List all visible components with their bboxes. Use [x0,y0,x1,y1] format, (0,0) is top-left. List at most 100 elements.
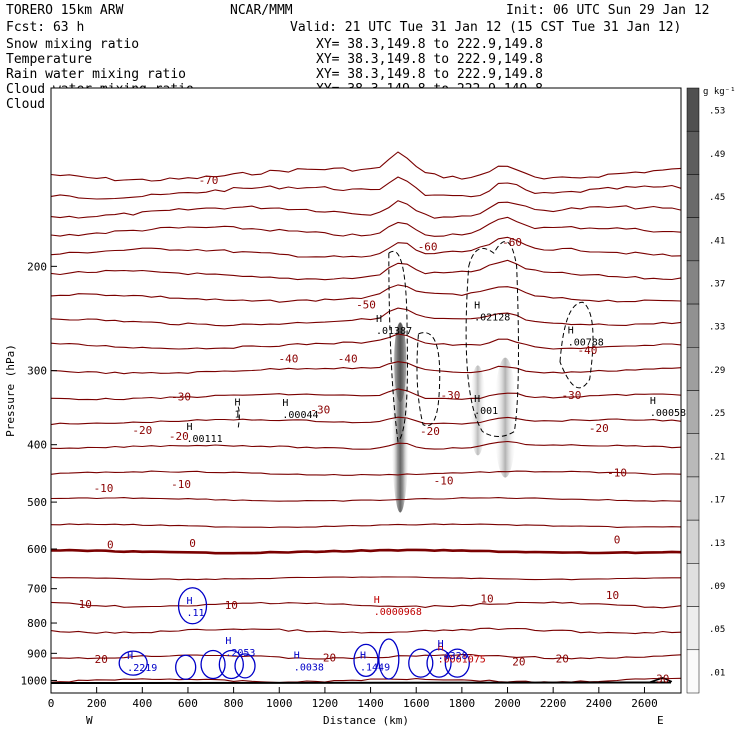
extremum-value: 1 [234,409,240,420]
y-tick-label: 200 [27,260,47,273]
cloud-water-contour [444,648,470,678]
x-tick-label: 2200 [540,697,567,710]
isotherm-line [50,601,682,609]
ice-contour [559,301,594,389]
extremum-value: .001 [474,406,498,417]
extremum-h-marker: H [187,596,193,607]
temperature-label: 10 [225,599,238,612]
temperature-label: 10 [606,589,619,602]
extremum-h-marker: H [376,314,382,325]
temperature-label: -40 [278,352,298,365]
isotherm-line [50,440,682,450]
cloud-water-contour [175,654,197,680]
colorbar-label: .41 [709,236,725,246]
extremum-value: .0001075 [438,655,486,666]
extremum-value: .00111 [187,434,223,445]
temperature-label: -60 [418,240,438,253]
extremum-value: .02128 [474,313,510,324]
isotherm-line [50,548,682,555]
ice-contour [237,406,240,429]
colorbar-label: .53 [709,107,725,117]
extremum-value: .1449 [360,663,390,674]
extremum-value: .00788 [568,338,604,349]
temperature-label: 0 [614,533,621,546]
extremum-value: .0038 [294,663,324,674]
extremum-h-marker: H [650,396,656,407]
temperature-label: -10 [94,482,114,495]
contour-labels: -70 -60 -60 -50 -40 -40 -40 -30 -30 -30 -30 -20 -20 -… [79,174,686,686]
isotherm-line [50,176,682,200]
org-label: NCAR/MMM [230,3,293,18]
colorbar-segment [686,519,700,564]
temperature-label: -30 [310,404,330,417]
isotherm-line [50,307,682,327]
extremum-value: .2053 [225,648,255,659]
temperature-label: -20 [132,424,152,437]
temperature-label: 20 [556,652,569,665]
surface-line [50,681,672,685]
x-tick-label: 1200 [312,697,339,710]
x-tick-label: 2000 [494,697,521,710]
forecast-hour: Fcst: 63 h [6,20,84,35]
isotherm-line [50,200,682,219]
y-tick-label: 700 [27,583,47,596]
legend-entry-name: Temperature [6,52,92,67]
y-tick-label: 600 [27,543,47,556]
isotherm-line [50,259,682,281]
y-tick-label: 300 [27,365,47,378]
extremum-value: .2219 [127,663,157,674]
extremum-h-marker: H [568,326,574,337]
temperature-contours [50,151,682,685]
extremum-h-marker: H [294,651,300,662]
cloud-water-contour [118,650,148,676]
colorbar: .53 .49 .45 .41 .37 .33 .29 .25 .21 .17 .13 .09 .05.… [686,87,736,694]
legend-entry-name: Rain water mixing ratio [6,67,186,82]
colorbar-label: .17 [709,496,725,506]
extremum-h-marker: H [282,398,288,409]
colorbar-label: .09 [709,582,725,592]
colorbar-segment [686,390,700,434]
isotherm-line [50,284,682,303]
cloud-water-contours [118,587,470,680]
temperature-label: -10 [607,467,627,480]
temperature-label: -30 [171,391,191,404]
valid-time: Valid: 21 UTC Tue 31 Jan 12 (15 CST Tue … [290,20,681,35]
x-axis-title: Distance (km) [323,714,409,727]
extremum-value: .4328 [438,651,468,662]
colorbar-label: .33 [709,323,725,333]
legend-entry-xy: XY= 38.3,149.8 to 222.9,149.8 [316,37,543,52]
isotherm-line [50,333,682,350]
colorbar-label: .29 [709,366,725,376]
extremum-value: .00044 [282,410,318,421]
x-tick-label: 1600 [403,697,430,710]
extremum-value: .00058 [650,408,686,419]
snow-plume-2 [469,365,486,456]
isotherm-line [50,236,682,258]
colorbar-segment [686,347,700,391]
temperature-label: -40 [338,352,358,365]
temperature-label: -20 [420,425,440,438]
extremum-h-marker: H [360,651,366,662]
y-tick-label: 800 [27,617,47,630]
ice-contour [465,241,519,437]
colorbar-segment [686,433,700,478]
x-tick-label: 400 [132,697,152,710]
colorbar-segment [686,476,700,521]
terrain-bump [648,677,673,684]
extremum-value: .0000968 [374,607,422,618]
colorbar-segment [686,563,700,607]
isotherm-line [50,416,682,426]
x-tick-label: 1000 [266,697,293,710]
temperature-label: 20 [323,652,336,665]
plot-frame [50,87,682,694]
y-tick-label: 1000 [21,674,48,687]
cloud-water-contour [218,649,244,680]
colorbar-label: .49 [709,150,725,160]
temperature-label: -40 [577,344,597,357]
isotherm-line [50,677,682,684]
x-tick-label: 200 [87,697,107,710]
extremum-h-marker: H [187,422,193,433]
cloud-water-contour [353,643,379,678]
colorbar-label: .21 [709,452,725,462]
